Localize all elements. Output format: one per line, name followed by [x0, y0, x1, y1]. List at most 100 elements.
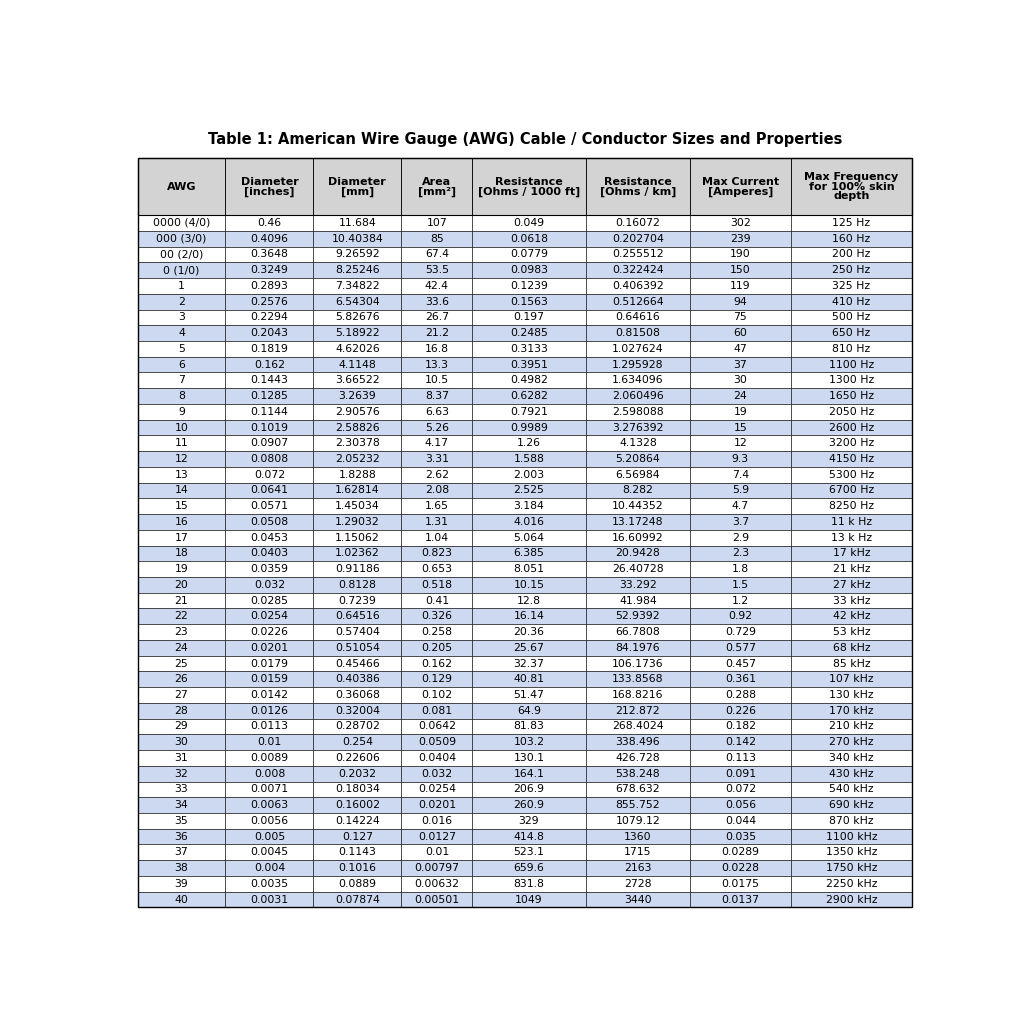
Text: 0.3648: 0.3648	[251, 250, 289, 259]
Text: 659.6: 659.6	[514, 863, 545, 873]
Bar	[472, 341, 586, 356]
Text: 0.0808: 0.0808	[250, 454, 289, 464]
Bar	[472, 608, 586, 625]
Text: 0.0179: 0.0179	[251, 658, 289, 669]
Text: 325 Hz: 325 Hz	[833, 281, 870, 291]
Bar	[690, 309, 791, 326]
Bar	[791, 452, 912, 467]
Text: [inches]: [inches]	[244, 186, 295, 197]
Bar	[401, 420, 472, 435]
Text: 5: 5	[178, 344, 185, 354]
Bar	[791, 403, 912, 420]
Text: 1.027624: 1.027624	[612, 344, 664, 354]
Bar	[137, 215, 225, 230]
Bar	[791, 766, 912, 781]
Bar	[313, 326, 401, 341]
Text: 0.0509: 0.0509	[418, 737, 456, 748]
Bar	[137, 734, 225, 750]
Text: 0.577: 0.577	[725, 643, 756, 653]
Text: 9: 9	[178, 407, 185, 417]
Text: 538.248: 538.248	[615, 769, 660, 778]
Text: 0.0089: 0.0089	[250, 753, 289, 763]
Text: 130.1: 130.1	[513, 753, 545, 763]
Text: 1049: 1049	[515, 895, 543, 904]
Text: 21: 21	[175, 596, 188, 605]
Text: 0.0175: 0.0175	[722, 879, 760, 889]
Text: 6.63: 6.63	[425, 407, 449, 417]
Text: 53 kHz: 53 kHz	[833, 627, 870, 637]
Text: 12.8: 12.8	[517, 596, 541, 605]
Text: 94: 94	[733, 297, 748, 306]
Text: 30: 30	[733, 376, 748, 385]
Bar	[472, 702, 586, 719]
Text: 523.1: 523.1	[514, 847, 545, 857]
Text: 1350 kHz: 1350 kHz	[825, 847, 878, 857]
Bar	[401, 734, 472, 750]
Bar	[472, 499, 586, 514]
Text: 260.9: 260.9	[513, 800, 545, 810]
Bar	[401, 514, 472, 529]
Text: 0.57404: 0.57404	[335, 627, 380, 637]
Text: 1.45034: 1.45034	[335, 501, 380, 511]
Bar	[313, 734, 401, 750]
Bar	[586, 215, 690, 230]
Bar	[313, 262, 401, 279]
Bar	[313, 860, 401, 876]
Text: 150: 150	[730, 265, 751, 275]
Bar	[401, 813, 472, 828]
Bar	[690, 845, 791, 860]
Bar	[313, 577, 401, 593]
Text: 16.14: 16.14	[514, 611, 545, 622]
Bar	[586, 309, 690, 326]
Text: AWG: AWG	[167, 181, 197, 191]
Text: 85 kHz: 85 kHz	[833, 658, 870, 669]
Text: 81.83: 81.83	[514, 722, 545, 731]
Text: 6.385: 6.385	[514, 549, 545, 558]
Text: 0.16072: 0.16072	[615, 218, 660, 228]
Text: 6700 Hz: 6700 Hz	[828, 485, 874, 496]
Text: 2.003: 2.003	[513, 470, 545, 479]
Text: 0.2485: 0.2485	[510, 328, 548, 338]
Text: 000 (3/0): 000 (3/0)	[157, 233, 207, 244]
Bar	[137, 326, 225, 341]
Text: 10.5: 10.5	[425, 376, 449, 385]
Text: [mm]: [mm]	[341, 186, 374, 197]
Bar	[313, 356, 401, 373]
Text: 0.202704: 0.202704	[612, 233, 664, 244]
Bar	[313, 435, 401, 452]
Bar	[586, 625, 690, 640]
Bar	[472, 262, 586, 279]
Text: depth: depth	[834, 191, 869, 202]
Bar	[472, 640, 586, 655]
Text: 0.1143: 0.1143	[338, 847, 376, 857]
Text: 0.254: 0.254	[342, 737, 373, 748]
Bar	[791, 546, 912, 561]
Bar	[472, 845, 586, 860]
Bar	[586, 294, 690, 309]
Text: 1650 Hz: 1650 Hz	[828, 391, 873, 401]
Bar	[137, 262, 225, 279]
Text: 0.40386: 0.40386	[335, 674, 380, 684]
Text: 8.25246: 8.25246	[335, 265, 380, 275]
Bar	[137, 860, 225, 876]
Text: 426.728: 426.728	[615, 753, 660, 763]
Text: 5.20864: 5.20864	[615, 454, 660, 464]
Text: 1.02362: 1.02362	[335, 549, 380, 558]
Bar	[137, 435, 225, 452]
Bar	[137, 294, 225, 309]
Bar	[791, 734, 912, 750]
Bar	[313, 766, 401, 781]
Text: 0.127: 0.127	[342, 831, 373, 842]
Text: 0.102: 0.102	[421, 690, 453, 700]
Bar	[137, 702, 225, 719]
Text: 0.226: 0.226	[725, 706, 756, 716]
Bar	[137, 482, 225, 499]
Text: 2.62: 2.62	[425, 470, 449, 479]
Bar	[313, 828, 401, 845]
Text: 20.9428: 20.9428	[615, 549, 660, 558]
Text: 500 Hz: 500 Hz	[833, 312, 870, 323]
Text: 0.16002: 0.16002	[335, 800, 380, 810]
Text: 168.8216: 168.8216	[612, 690, 664, 700]
Bar	[225, 514, 313, 529]
Bar	[137, 892, 225, 907]
